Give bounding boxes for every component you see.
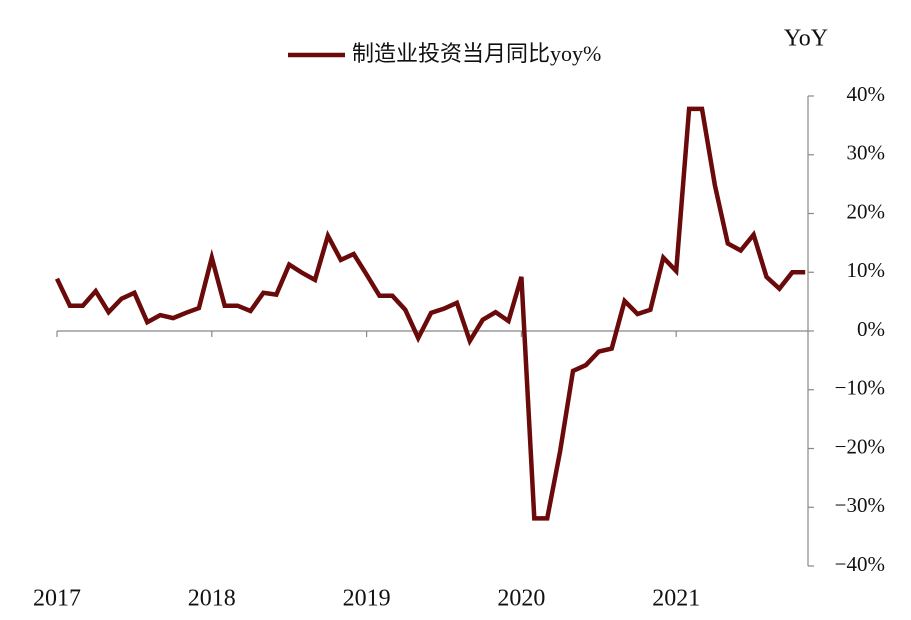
x-tick-label: 2017	[33, 586, 81, 612]
x-tick-label: 2021	[652, 586, 700, 612]
y-axis-label: YoY	[784, 26, 828, 52]
y-tick-label: −30%	[835, 493, 885, 517]
x-tick-label: 2018	[188, 586, 236, 612]
y-tick-label: 30%	[847, 141, 886, 165]
data-line	[54, 106, 806, 521]
y-tick-label: 10%	[847, 258, 886, 282]
y-tick-label: −40%	[835, 552, 885, 576]
y-tick-label: 20%	[847, 199, 886, 223]
y-tick-label: −10%	[835, 376, 885, 400]
legend-label: 制造业投资当月同比yoy%	[352, 41, 601, 66]
x-tick-label: 2020	[497, 586, 545, 612]
y-tick-label: 40%	[847, 82, 886, 106]
y-tick-label: 0%	[857, 317, 885, 341]
y-tick-label: −20%	[835, 434, 885, 458]
x-tick-label: 2019	[343, 586, 391, 612]
